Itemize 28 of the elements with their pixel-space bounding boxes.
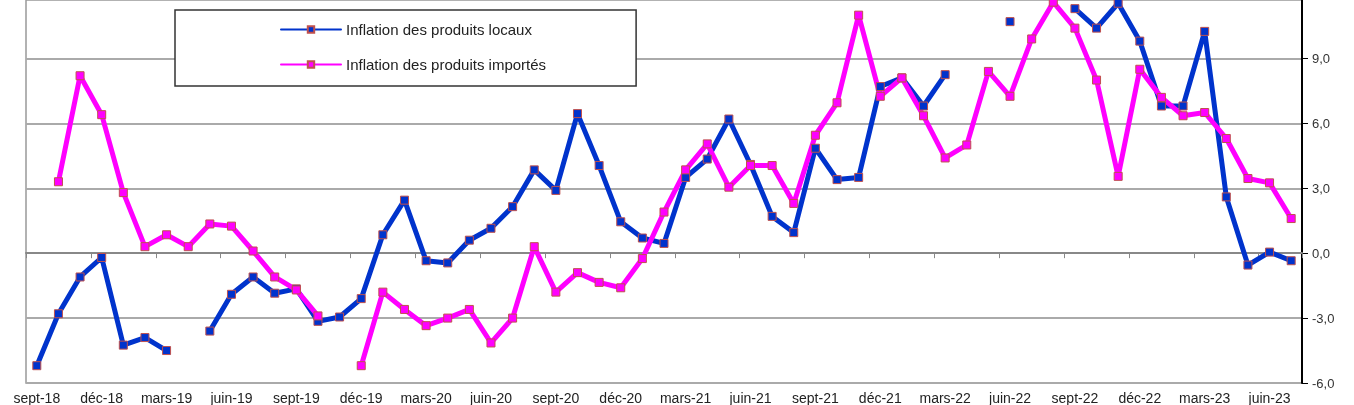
x-tick-label: sept-19 — [272, 390, 320, 405]
y-tick-label: 6,0 — [1312, 115, 1331, 131]
x-tick-label: mars-23 — [1179, 390, 1231, 405]
x-tick-label: juin-19 — [209, 390, 253, 405]
x-tick-label: juin-20 — [468, 390, 513, 405]
x-tick-label: déc-20 — [599, 390, 643, 405]
x-tick-label: déc-22 — [1118, 390, 1162, 405]
x-tick-label: sept-20 — [532, 390, 580, 405]
y-tick-label: 3,0 — [1312, 180, 1331, 196]
x-tick-label: sept-22 — [1051, 390, 1099, 405]
legend-label: Inflation des produits importés — [346, 56, 547, 73]
y-tick-label: -3,0 — [1312, 310, 1335, 326]
x-tick-label: juin-22 — [988, 390, 1032, 405]
x-tick-label: déc-21 — [858, 390, 902, 405]
x-tick-label: mars-21 — [659, 390, 712, 405]
x-tick-label: juin-21 — [728, 390, 772, 405]
y-tick-label: 0,0 — [1312, 245, 1331, 261]
x-tick-label: sept-21 — [792, 390, 839, 405]
x-tick-label: mars-20 — [400, 390, 452, 405]
y-tick-label: 9,0 — [1312, 50, 1331, 66]
x-tick-label: déc-18 — [80, 390, 124, 405]
y-tick-label: -6,0 — [1312, 375, 1335, 391]
x-tick-label: mars-22 — [919, 390, 972, 405]
x-tick-label: mars-19 — [140, 390, 193, 405]
x-tick-label: déc-19 — [339, 390, 383, 405]
x-tick-label: sept-18 — [13, 390, 61, 405]
legend-label: Inflation des produits locaux — [346, 21, 533, 38]
x-tick-label: juin-23 — [1247, 390, 1291, 405]
